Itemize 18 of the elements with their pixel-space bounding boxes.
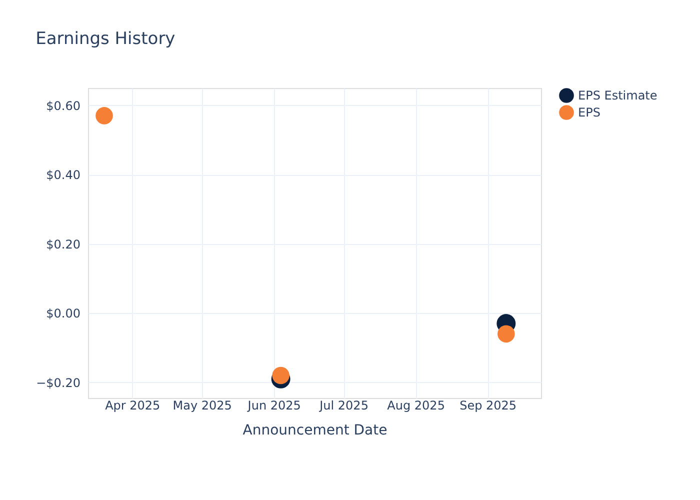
y-tick-label: $0.00 [46, 306, 80, 321]
point [272, 366, 290, 384]
chart-title: Earnings History [36, 29, 176, 49]
point [96, 107, 113, 124]
x-tick-label: Jun 2025 [246, 398, 301, 412]
legend-label: EPS Estimate [578, 88, 658, 102]
point [497, 325, 515, 343]
legend-label: EPS [578, 106, 600, 120]
y-tick-label: $0.60 [46, 98, 80, 113]
y-tick-label: −$0.20 [36, 376, 80, 390]
x-axis-title: Announcement Date [242, 422, 388, 438]
y-tick-label: $0.20 [46, 237, 80, 252]
x-tick-label: Jul 2025 [318, 398, 368, 412]
x-tick-label: Sep 2025 [460, 398, 517, 412]
x-tick-label: Aug 2025 [387, 398, 445, 412]
y-tick-label: $0.40 [46, 168, 80, 182]
x-tick-label: Apr 2025 [105, 398, 160, 412]
x-tick-label: May 2025 [172, 398, 232, 412]
